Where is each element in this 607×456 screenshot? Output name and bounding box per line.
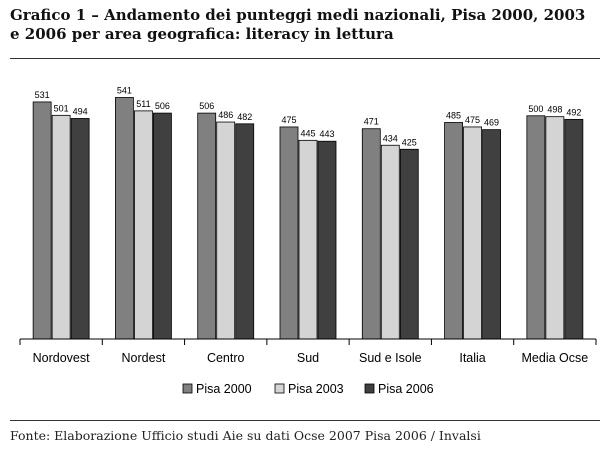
value-label-3-1: 445: [300, 128, 315, 138]
value-label-5-0: 485: [446, 110, 461, 120]
value-label-1-2: 506: [155, 101, 170, 111]
bar-3-2: [317, 140, 337, 340]
bar-2-0: [197, 112, 217, 340]
value-label-0-1: 501: [54, 103, 69, 113]
bar-6-1: [545, 116, 565, 340]
source-rule: [10, 420, 600, 421]
legend: Pisa 2000 Pisa 2003 Pisa 2006: [182, 382, 434, 396]
value-label-0-2: 494: [73, 106, 88, 116]
category-label-5: Italia: [459, 351, 485, 365]
value-label-5-1: 475: [465, 115, 480, 125]
value-label-2-1: 486: [218, 110, 233, 120]
bar-6-2: [564, 118, 584, 340]
legend-swatch-0: [182, 383, 193, 394]
value-label-3-0: 475: [281, 115, 296, 125]
bar-2-2: [235, 123, 255, 340]
bar-3-0: [279, 126, 299, 340]
value-label-3-2: 443: [319, 129, 334, 139]
bar-0-2: [70, 118, 90, 340]
value-label-6-0: 500: [528, 104, 543, 114]
bar-chart: 531 501 494 541 511 506 506 486 482 475 445 443 471 4…: [19, 85, 597, 396]
value-label-4-1: 434: [383, 133, 398, 143]
title-rule: [10, 58, 600, 59]
bar-4-2: [399, 148, 419, 340]
value-labels-group: 531 501 494 541 511 506 506 486 482 475 445 443 471 4…: [35, 85, 582, 147]
legend-label-2: Pisa 2006: [378, 382, 434, 396]
bar-2-1: [216, 121, 236, 340]
bar-5-0: [444, 122, 463, 340]
value-label-1-1: 511: [136, 99, 150, 109]
bar-3-1: [298, 139, 318, 340]
category-label-4: Sud e Isole: [359, 351, 422, 365]
bar-6-0: [526, 115, 546, 340]
source-note: Fonte: Elaborazione Ufficio studi Aie su…: [10, 428, 481, 443]
value-label-4-0: 471: [364, 117, 379, 127]
category-label-2: Centro: [207, 351, 245, 365]
bar-1-0: [115, 97, 134, 340]
bar-4-1: [380, 144, 400, 340]
bars-group: [32, 97, 584, 340]
category-label-0: Nordovest: [33, 351, 90, 365]
value-label-2-0: 506: [199, 101, 214, 111]
legend-label-1: Pisa 2003: [288, 382, 344, 396]
legend-swatch-2: [364, 383, 375, 394]
value-label-0-0: 531: [35, 90, 50, 100]
value-label-4-2: 425: [402, 137, 417, 147]
bar-4-0: [361, 128, 381, 340]
chart-title: Grafico 1 – Andamento dei punteggi medi …: [10, 6, 586, 43]
value-label-6-2: 492: [566, 107, 581, 117]
value-label-1-0: 541: [117, 85, 132, 95]
value-label-6-1: 498: [547, 105, 562, 115]
legend-swatch-1: [274, 383, 285, 394]
value-label-2-2: 482: [237, 112, 252, 122]
category-label-6: Media Ocse: [522, 351, 589, 365]
legend-label-0: Pisa 2000: [196, 382, 252, 396]
x-axis: Nordovest Nordest Centro Sud Sud e Isole Ital…: [19, 338, 597, 365]
bar-1-1: [134, 110, 153, 340]
bar-0-0: [32, 101, 52, 340]
value-label-5-2: 469: [484, 118, 499, 128]
category-label-3: Sud: [297, 351, 319, 365]
bar-5-1: [463, 126, 482, 340]
bar-1-2: [153, 112, 172, 340]
bar-0-1: [51, 114, 71, 340]
category-label-1: Nordest: [122, 351, 166, 365]
bar-5-2: [482, 129, 501, 340]
